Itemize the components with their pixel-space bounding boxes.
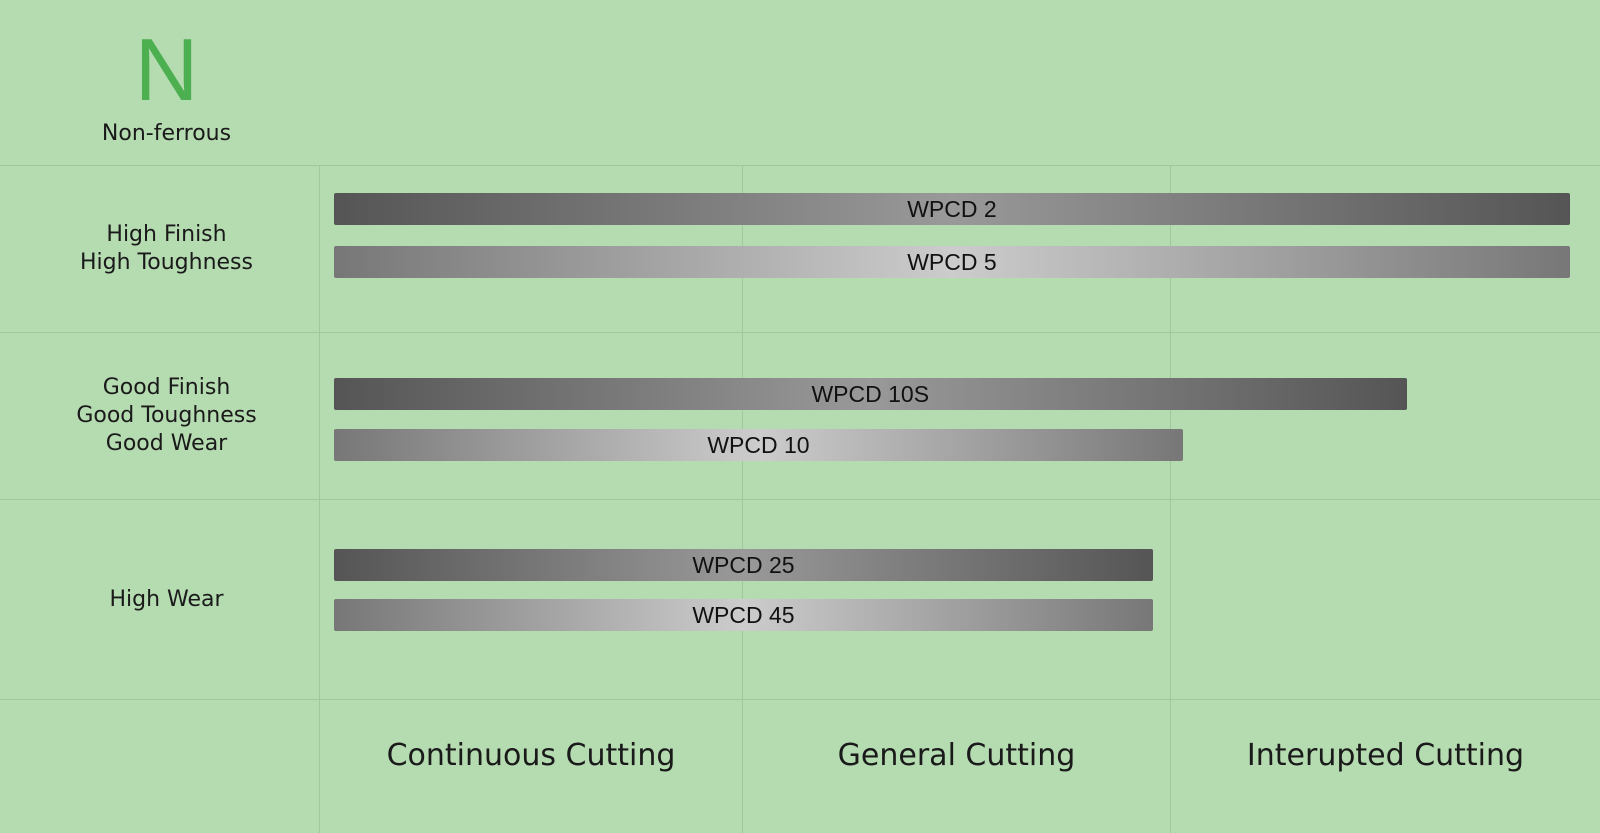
bar-wpcd-10: WPCD 10 [334, 429, 1183, 461]
bar-label: WPCD 45 [692, 601, 795, 628]
bar-label: WPCD 10S [811, 380, 930, 407]
material-caption: Non-ferrous [101, 121, 232, 146]
bar-label: WPCD 2 [907, 195, 997, 222]
bar-wpcd-2: WPCD 2 [334, 193, 1570, 225]
material-logo: N [134, 20, 199, 119]
row-divider [0, 499, 1600, 500]
row-label-line: High Toughness [80, 250, 253, 275]
x-category-label: Continuous Cutting [386, 737, 676, 773]
bar-wpcd-5: WPCD 5 [334, 246, 1570, 278]
column-divider [319, 165, 320, 833]
bar-wpcd-45: WPCD 45 [334, 599, 1153, 631]
row-label-line: Good Finish [102, 375, 231, 400]
column-divider [742, 165, 743, 833]
row-label-line: High Wear [109, 586, 224, 612]
bar-wpcd-10s: WPCD 10S [334, 378, 1407, 410]
row-label-line: Good Toughness [76, 403, 257, 428]
bar-wpcd-25: WPCD 25 [334, 549, 1153, 581]
column-divider [1170, 165, 1171, 833]
bar-label: WPCD 10 [707, 431, 810, 458]
header-divider [0, 165, 1600, 166]
row-label: High Wear [0, 500, 333, 699]
row-label-line: High Finish [106, 222, 227, 247]
row-label: Good Finish Good Toughness Good Wear [0, 333, 333, 499]
x-category-label: General Cutting [837, 737, 1076, 773]
bar-label: WPCD 25 [692, 551, 795, 578]
row-divider [0, 332, 1600, 333]
footer-divider [0, 699, 1600, 700]
x-category-label: Interupted Cutting [1246, 737, 1525, 773]
row-label: High Finish High Toughness [0, 166, 333, 332]
row-label-line: Good Wear [105, 431, 228, 456]
bar-label: WPCD 5 [907, 248, 997, 275]
